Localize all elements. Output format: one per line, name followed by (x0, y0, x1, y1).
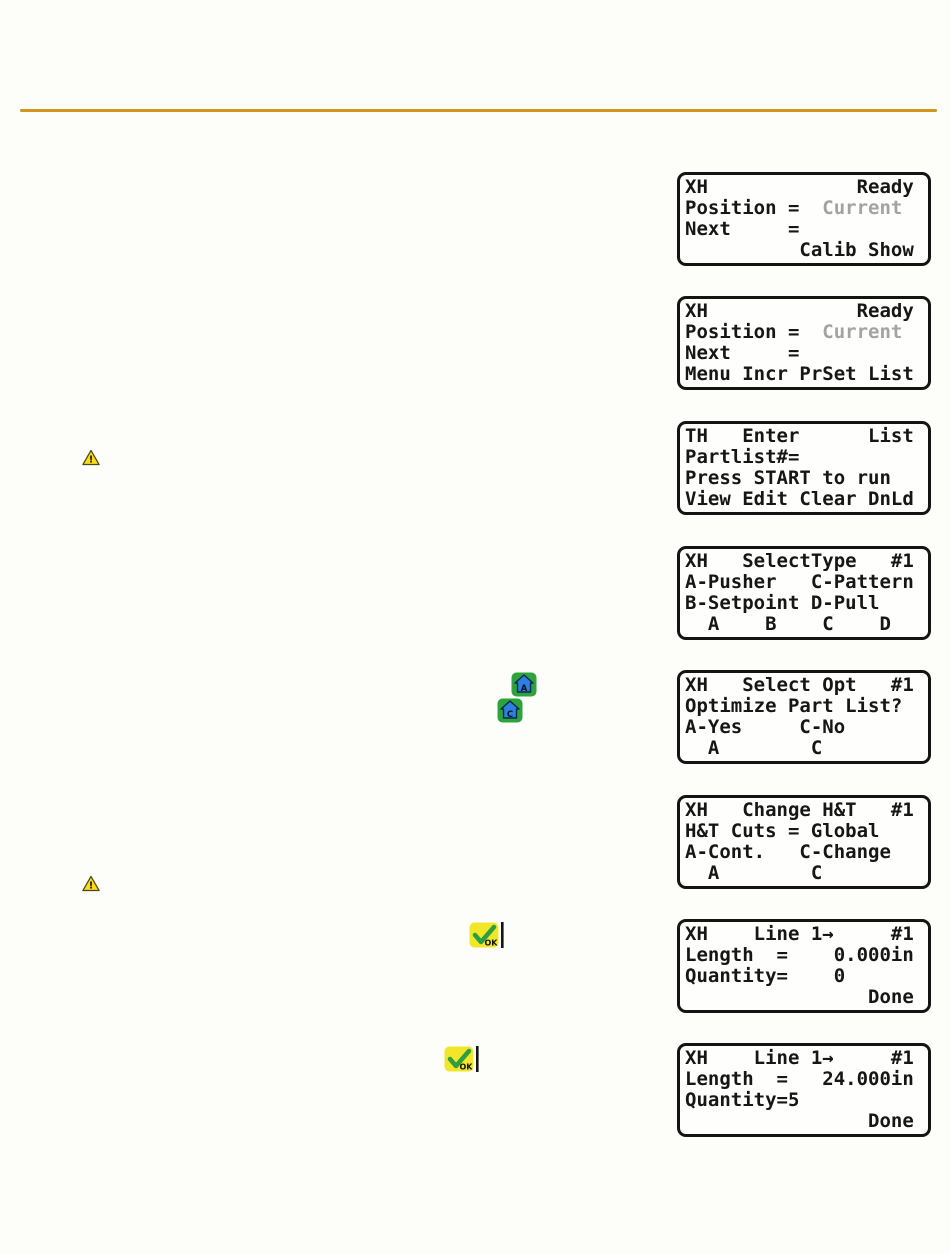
lcd-text: View Edit Clear DnLd (685, 488, 914, 510)
lcd-line: A-Yes C-No (685, 717, 923, 738)
lcd-screen-ready-menu: XH Ready Position = Current Next = Menu Inc… (677, 296, 931, 390)
lcd-text: Optimize Part List? (685, 695, 903, 717)
lcd-text: Length = 24.000in (685, 1068, 914, 1090)
header-divider (20, 109, 937, 112)
home-c-key-icon: C (497, 698, 523, 723)
lcd-line: A C (685, 863, 923, 884)
lcd-screen-ready-calib-show: XH Ready Position = Current Next = Calib S… (677, 172, 931, 266)
lcd-line: Press START to run (685, 468, 923, 489)
lcd-text: XH Line 1→ #1 (685, 1047, 914, 1069)
lcd-text: XH Change H&T #1 (685, 799, 914, 821)
lcd-line: A-Pusher C-Pattern (685, 572, 923, 593)
lcd-line: XH Change H&T #1 (685, 800, 923, 821)
lcd-text: A-Yes C-No (685, 716, 846, 738)
ok-key-icon: OK (444, 1046, 479, 1073)
ok-key-icon: OK (469, 922, 504, 949)
lcd-text: A B C D (685, 613, 891, 635)
lcd-text: Done (685, 1110, 914, 1132)
lcd-text: Position = (685, 321, 823, 343)
lcd-line: XH SelectType #1 (685, 551, 923, 572)
lcd-text: A C (685, 737, 823, 759)
lcd-text: Quantity= 0 (685, 965, 846, 987)
lcd-text: Partlist#= (685, 446, 800, 468)
lcd-text: XH Ready (685, 176, 914, 198)
lcd-line: Quantity= 0 (685, 966, 923, 987)
lcd-line: XH Line 1→ #1 (685, 924, 923, 945)
lcd-text: XH SelectType #1 (685, 550, 914, 572)
lcd-text: H&T Cuts = Global (685, 820, 880, 842)
lcd-screen-change-ht: XH Change H&T #1 H&T Cuts = Global A-Cont.… (677, 795, 931, 889)
svg-text:C: C (507, 710, 513, 720)
lcd-line: Done (685, 1111, 923, 1132)
lcd-text: Next = (685, 342, 800, 364)
lcd-text: Position = (685, 197, 823, 219)
lcd-text: Menu Incr PrSet List (685, 363, 914, 385)
lcd-line: Length = 0.000in (685, 945, 923, 966)
lcd-text-muted: Current (822, 321, 903, 343)
lcd-line: Partlist#= (685, 447, 923, 468)
lcd-screen-line1-empty: XH Line 1→ #1 Length = 0.000in Quantity= 0… (677, 919, 931, 1013)
lcd-line: Quantity=5 (685, 1090, 923, 1111)
lcd-text: A-Pusher C-Pattern (685, 571, 914, 593)
lcd-line: XH Line 1→ #1 (685, 1048, 923, 1069)
lcd-screen-select-type: XH SelectType #1 A-Pusher C-Pattern B-Setp… (677, 546, 931, 640)
lcd-text: A C (685, 862, 823, 884)
lcd-line: XH Ready (685, 301, 923, 322)
svg-text:!: ! (89, 455, 94, 466)
lcd-line: A C (685, 738, 923, 759)
lcd-line: B-Setpoint D-Pull (685, 593, 923, 614)
lcd-text: Length = 0.000in (685, 944, 914, 966)
lcd-screen-enter-partlist: TH Enter List Partlist#= Press START to ru… (677, 421, 931, 515)
warning-icon: ! (82, 875, 100, 892)
lcd-text: B-Setpoint D-Pull (685, 592, 880, 614)
lcd-text: XH Select Opt #1 (685, 674, 914, 696)
lcd-line: XH Ready (685, 177, 923, 198)
lcd-screen-select-opt: XH Select Opt #1 Optimize Part List? A-Yes… (677, 670, 931, 764)
lcd-line: H&T Cuts = Global (685, 821, 923, 842)
svg-text:OK: OK (485, 939, 499, 948)
lcd-text: Done (685, 986, 914, 1008)
lcd-text: Calib Show (685, 239, 914, 261)
lcd-text: Quantity=5 (685, 1089, 800, 1111)
svg-text:!: ! (89, 881, 94, 892)
lcd-line: Position = Current (685, 198, 923, 219)
lcd-line: Menu Incr PrSet List (685, 364, 923, 385)
lcd-text: XH Ready (685, 300, 914, 322)
lcd-line: View Edit Clear DnLd (685, 489, 923, 510)
lcd-line: Optimize Part List? (685, 696, 923, 717)
lcd-text: A-Cont. C-Change (685, 841, 891, 863)
home-a-key-icon: A (511, 672, 537, 697)
lcd-text: Press START to run (685, 467, 891, 489)
lcd-line: Calib Show (685, 240, 923, 261)
svg-text:A: A (521, 684, 528, 694)
lcd-line: Next = (685, 343, 923, 364)
lcd-screen-line1-filled: XH Line 1→ #1 Length = 24.000in Quantity=5… (677, 1043, 931, 1137)
lcd-line: A-Cont. C-Change (685, 842, 923, 863)
lcd-line: TH Enter List (685, 426, 923, 447)
lcd-line: A B C D (685, 614, 923, 635)
lcd-text-muted: Current (822, 197, 903, 219)
svg-text:OK: OK (460, 1063, 474, 1072)
lcd-line: XH Select Opt #1 (685, 675, 923, 696)
lcd-text: XH Line 1→ #1 (685, 923, 914, 945)
lcd-text: Next = (685, 218, 800, 240)
lcd-line: Done (685, 987, 923, 1008)
lcd-line: Length = 24.000in (685, 1069, 923, 1090)
lcd-line: Position = Current (685, 322, 923, 343)
lcd-line: Next = (685, 219, 923, 240)
lcd-text: TH Enter List (685, 425, 914, 447)
warning-icon: ! (82, 449, 100, 466)
